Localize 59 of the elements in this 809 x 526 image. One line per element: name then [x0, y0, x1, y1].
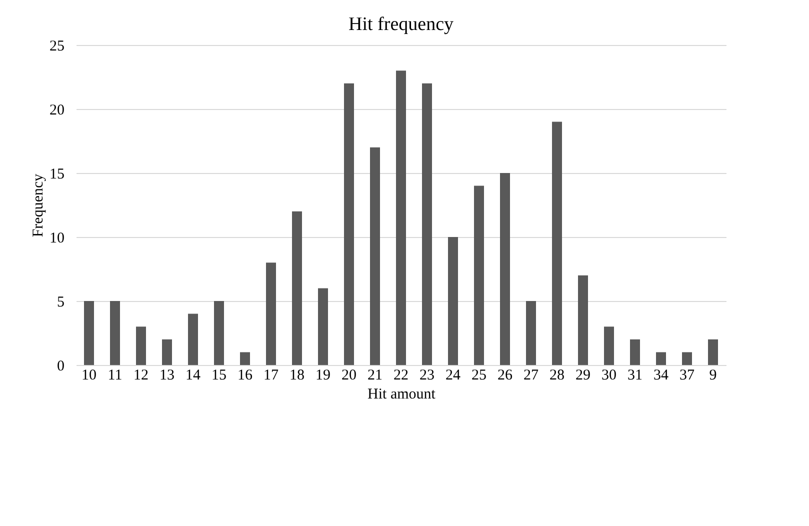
bar — [656, 352, 666, 365]
bar — [136, 326, 146, 365]
y-tick-label: 0 — [57, 358, 64, 374]
bar — [682, 352, 692, 365]
x-tick-label: 30 — [602, 368, 616, 384]
x-tick-label: 24 — [446, 368, 461, 384]
bar — [214, 301, 224, 365]
bar — [110, 301, 120, 365]
x-tick-label: 26 — [498, 368, 513, 384]
bar — [370, 147, 380, 365]
x-tick-label: 29 — [576, 368, 590, 384]
x-tick-label: 13 — [160, 368, 174, 384]
x-tick-label: 18 — [290, 368, 304, 384]
x-tick-label: 20 — [342, 368, 356, 384]
bar — [604, 326, 614, 365]
x-tick-label: 14 — [186, 368, 201, 384]
x-tick-label: 27 — [524, 368, 539, 384]
bar — [318, 288, 328, 365]
x-tick-label: 10 — [82, 368, 96, 384]
bar — [396, 70, 406, 365]
bar — [578, 275, 588, 365]
bar — [344, 83, 354, 365]
x-tick-label: 23 — [420, 368, 434, 384]
x-tick-label: 22 — [394, 368, 408, 384]
x-tick-label: 28 — [550, 368, 564, 384]
x-tick-label: 19 — [316, 368, 330, 384]
bar — [630, 339, 640, 365]
x-tick-label: 16 — [238, 368, 253, 384]
y-tick-label: 20 — [50, 102, 64, 118]
x-tick-label: 25 — [472, 368, 486, 384]
chart-title: Hit frequency — [348, 14, 454, 35]
bar — [552, 122, 562, 365]
y-tick-label: 15 — [50, 166, 64, 182]
bar — [240, 352, 250, 365]
bar — [188, 314, 198, 365]
bar — [500, 173, 510, 365]
x-tick-label: 15 — [212, 368, 226, 384]
x-tick-label: 11 — [108, 368, 122, 384]
y-tick-label: 25 — [50, 38, 64, 54]
bar — [162, 339, 172, 365]
x-tick-label: 21 — [368, 368, 382, 384]
bar — [422, 83, 432, 365]
bar — [526, 301, 536, 365]
y-axis-title: Frequency — [30, 173, 46, 238]
bar — [708, 339, 718, 365]
y-tick-label: 5 — [57, 294, 64, 310]
x-tick-label: 31 — [628, 368, 642, 384]
bar — [266, 262, 276, 365]
y-tick-label: 10 — [50, 230, 64, 246]
x-axis-title: Hit amount — [368, 386, 436, 402]
x-tick-label: 34 — [654, 368, 669, 384]
x-tick-label: 12 — [134, 368, 148, 384]
x-tick-label: 37 — [680, 368, 695, 384]
bar — [448, 237, 458, 365]
bar — [474, 186, 484, 365]
bar — [292, 211, 302, 365]
x-tick-label: 17 — [264, 368, 279, 384]
bar — [84, 301, 94, 365]
x-tick-label: 9 — [709, 368, 717, 384]
